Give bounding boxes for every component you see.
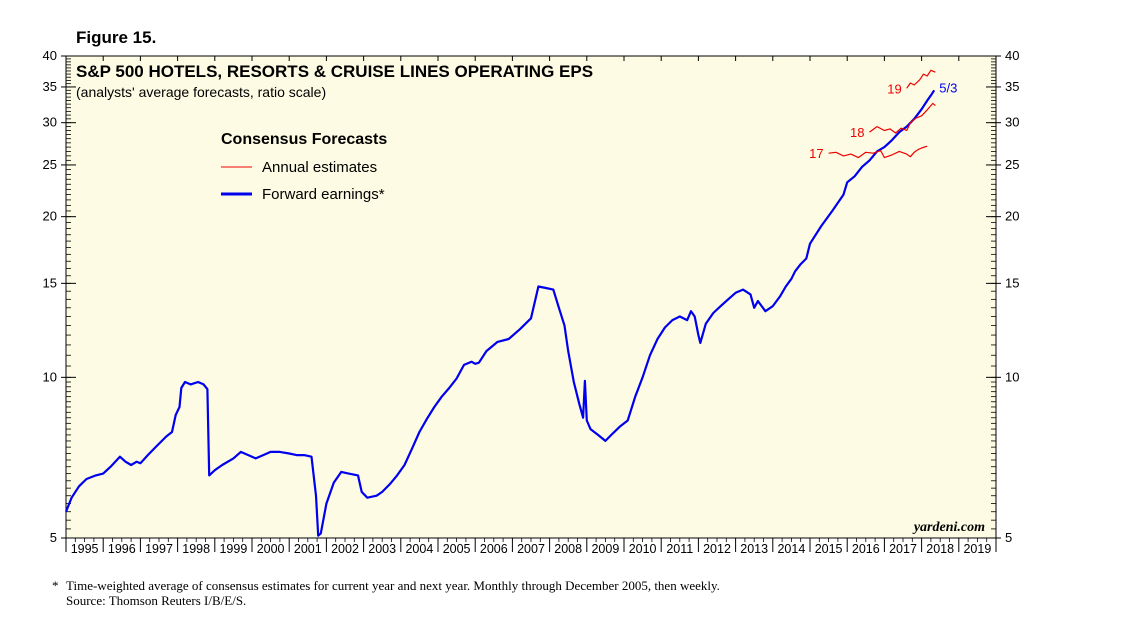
y-tick-label-left: 25 xyxy=(43,157,57,172)
annual-estimate-19-label: 19 xyxy=(887,81,901,96)
x-tick-label: 2009 xyxy=(591,542,619,556)
legend-title: Consensus Forecasts xyxy=(221,131,387,148)
x-tick-label: 2017 xyxy=(889,542,917,556)
y-tick-label-right: 10 xyxy=(1005,369,1019,384)
annual-estimate-17-label: 17 xyxy=(809,146,823,161)
watermark: yardeni.com xyxy=(912,520,985,535)
x-tick-label: 1995 xyxy=(71,542,99,556)
x-tick-label: 2000 xyxy=(257,542,285,556)
chart-subtitle: (analysts' average forecasts, ratio scal… xyxy=(76,84,326,100)
annual-estimate-18-label: 18 xyxy=(850,125,864,140)
x-tick-label: 2010 xyxy=(629,542,657,556)
footnote-line-1: * Time-weighted average of consensus esti… xyxy=(52,578,720,593)
x-tick-label: 1997 xyxy=(145,542,173,556)
axes: 5 5 10 10 15 15 20 20 25 25 30 30 35 35 40 40 1995 1996 19… xyxy=(43,48,1020,556)
x-tick-label: 2002 xyxy=(331,542,359,556)
legend-annual-label: Annual estimates xyxy=(262,159,377,176)
y-tick-label-left: 40 xyxy=(43,48,57,63)
y-tick-label-right: 20 xyxy=(1005,209,1019,224)
x-tick-label: 1996 xyxy=(108,542,136,556)
chart-title: S&P 500 HOTELS, RESORTS & CRUISE LINES O… xyxy=(76,62,593,81)
legend-forward-label: Forward earnings* xyxy=(262,186,385,203)
x-tick-label: 2016 xyxy=(852,542,880,556)
x-tick-label: 2014 xyxy=(777,542,805,556)
y-tick-label-left: 35 xyxy=(43,79,57,94)
y-tick-label-left: 10 xyxy=(43,369,57,384)
annual-estimate-17-line xyxy=(828,145,928,159)
figure-label: Figure 15. xyxy=(76,28,157,47)
x-tick-label: 2003 xyxy=(368,542,396,556)
x-tick-label: 2001 xyxy=(294,542,322,556)
y-tick-label-right: 35 xyxy=(1005,79,1019,94)
x-tick-label: 2006 xyxy=(480,542,508,556)
y-tick-label-left: 15 xyxy=(43,275,57,290)
footnote-text: Time-weighted average of consensus estim… xyxy=(66,578,720,593)
y-tick-label-right: 25 xyxy=(1005,157,1019,172)
y-tick-label-right: 40 xyxy=(1005,48,1019,63)
x-tick-label: 1999 xyxy=(219,542,247,556)
x-tick-label: 2011 xyxy=(666,542,693,556)
footnote-marker: * xyxy=(52,578,59,593)
y-tick-label-right: 5 xyxy=(1005,530,1012,545)
x-tick-label: 1998 xyxy=(182,542,210,556)
forward-earnings-line xyxy=(64,89,936,537)
x-tick-label: 2015 xyxy=(815,542,843,556)
y-tick-label-right: 15 xyxy=(1005,275,1019,290)
x-tick-label: 2004 xyxy=(405,542,433,556)
annual-estimate-19-line xyxy=(906,69,936,89)
x-tick-label: 2008 xyxy=(554,542,582,556)
last-value-label: 5/3 xyxy=(939,80,957,95)
footnote-source: Source: Thomson Reuters I/B/E/S. xyxy=(66,593,247,608)
y-tick-label-left: 30 xyxy=(43,115,57,130)
y-tick-label-left: 5 xyxy=(50,530,57,545)
x-tick-label: 2013 xyxy=(740,542,768,556)
x-tick-label: 2005 xyxy=(443,542,471,556)
footnote: * Time-weighted average of consensus esti… xyxy=(52,578,720,608)
x-tick-label: 2018 xyxy=(926,542,954,556)
y-tick-label-right: 30 xyxy=(1005,115,1019,130)
x-tick-label: 2012 xyxy=(703,542,731,556)
y-tick-label-left: 20 xyxy=(43,209,57,224)
series-lines: 5/3 17 18 19 xyxy=(64,69,957,537)
chart-svg: 5 5 10 10 15 15 20 20 25 25 30 30 35 35 40 40 1995 1996 19… xyxy=(43,48,1020,556)
annual-estimate-18-line xyxy=(869,102,936,134)
plot-background xyxy=(65,55,997,539)
x-tick-label: 2007 xyxy=(517,542,545,556)
x-tick-label: 2019 xyxy=(963,542,991,556)
